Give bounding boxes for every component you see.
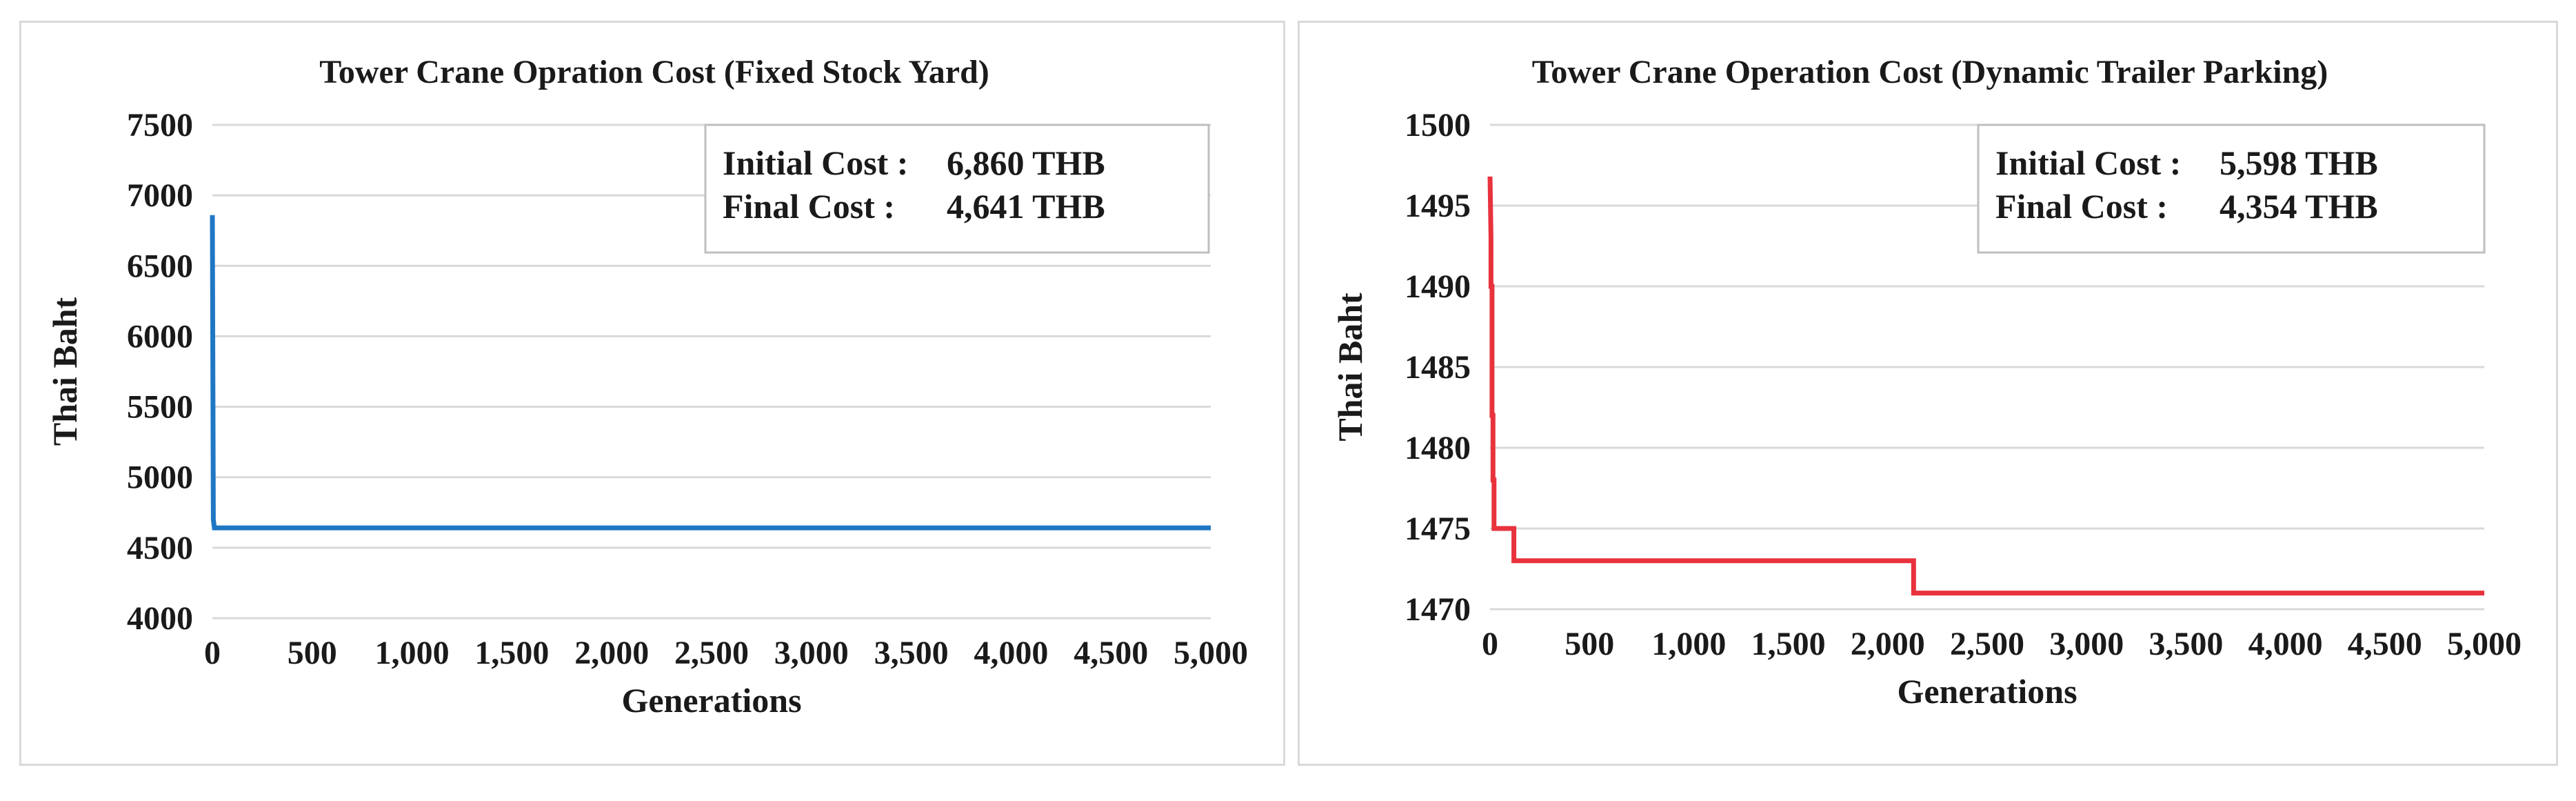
- x-tick-label: 0: [1482, 626, 1498, 662]
- final-cost-label: Final Cost :: [1995, 187, 2168, 226]
- x-tick-label: 3,000: [2049, 626, 2124, 662]
- x-tick-label: 2,000: [1851, 626, 1925, 662]
- y-tick-label: 4500: [127, 530, 193, 566]
- chart-title: Tower Crane Opration Cost (Fixed Stock Y…: [319, 54, 989, 90]
- x-axis-title: Generations: [621, 681, 801, 720]
- final-cost-value: 4,354 THB: [2220, 187, 2378, 226]
- x-tick-label: 4,500: [2348, 626, 2422, 662]
- y-axis-title: Thai Baht: [1331, 293, 1369, 442]
- x-tick-label: 1,500: [1751, 626, 1826, 662]
- annotation-frame: [704, 123, 1210, 254]
- y-tick-label: 7000: [127, 177, 193, 214]
- annotation-frame: [1977, 123, 2486, 254]
- y-tick-label: 6000: [127, 318, 193, 355]
- y-tick-label: 4000: [127, 600, 193, 637]
- y-tick-label: 7500: [127, 107, 193, 144]
- chart-panel-dynamic-trailer-parking: Tower Crane Operation Cost (Dynamic Trai…: [1298, 21, 2558, 766]
- y-tick-label: 1470: [1405, 591, 1471, 628]
- x-tick-label: 4,000: [974, 635, 1048, 671]
- cost-annotation-box: Initial Cost : 6,860 THB Final Cost : 4,641…: [704, 123, 1210, 254]
- y-axis-title: Thai Baht: [46, 297, 84, 446]
- x-tick-label: 2,500: [674, 635, 749, 671]
- y-tick-label: 1480: [1405, 430, 1471, 466]
- initial-cost-value: 5,598 THB: [2220, 144, 2378, 182]
- x-tick-label: 2,000: [574, 635, 649, 671]
- x-tick-label: 4,500: [1074, 635, 1148, 671]
- x-tick-label: 0: [204, 635, 221, 671]
- series-line-0: [210, 215, 1211, 531]
- cost-chart-fixed-stock-yard: Tower Crane Opration Cost (Fixed Stock Y…: [46, 54, 1248, 720]
- y-tick-label: 5500: [127, 389, 193, 426]
- final-cost-label: Final Cost :: [723, 187, 895, 226]
- x-tick-label: 500: [1564, 626, 1614, 662]
- cost-chart-dynamic-trailer-parking: Tower Crane Operation Cost (Dynamic Trai…: [1331, 54, 2522, 711]
- x-tick-label: 5,000: [2447, 626, 2522, 662]
- y-tick-label: 1485: [1405, 349, 1471, 386]
- chart-panel-fixed-stock-yard: Tower Crane Opration Cost (Fixed Stock Y…: [19, 21, 1285, 766]
- y-tick-label: 6500: [127, 248, 193, 284]
- x-axis-title: Generations: [1897, 672, 2077, 711]
- x-tick-label: 3,500: [874, 635, 949, 671]
- initial-cost-label: Initial Cost :: [723, 144, 908, 182]
- x-tick-label: 1,000: [375, 635, 450, 671]
- cost-annotation-box: Initial Cost : 5,598 THB Final Cost : 4,354…: [1977, 123, 2486, 254]
- y-tick-label: 5000: [127, 459, 193, 496]
- series-line-0: [1487, 176, 2484, 596]
- x-tick-label: 1,500: [474, 635, 549, 671]
- y-tick-label: 1490: [1405, 268, 1471, 305]
- y-tick-label: 1475: [1405, 511, 1471, 547]
- chart-title: Tower Crane Operation Cost (Dynamic Trai…: [1532, 54, 2328, 90]
- x-tick-label: 3,500: [2149, 626, 2223, 662]
- x-tick-label: 500: [288, 635, 337, 671]
- x-tick-label: 5,000: [1174, 635, 1248, 671]
- x-tick-label: 3,000: [774, 635, 849, 671]
- x-tick-label: 4,000: [2248, 626, 2323, 662]
- y-tick-label: 1495: [1405, 188, 1471, 224]
- final-cost-value: 4,641 THB: [947, 187, 1105, 226]
- x-tick-label: 1,000: [1651, 626, 1726, 662]
- initial-cost-value: 6,860 THB: [947, 144, 1105, 182]
- y-tick-label: 1500: [1405, 107, 1471, 144]
- initial-cost-label: Initial Cost :: [1995, 144, 2181, 182]
- x-tick-label: 2,500: [1950, 626, 2024, 662]
